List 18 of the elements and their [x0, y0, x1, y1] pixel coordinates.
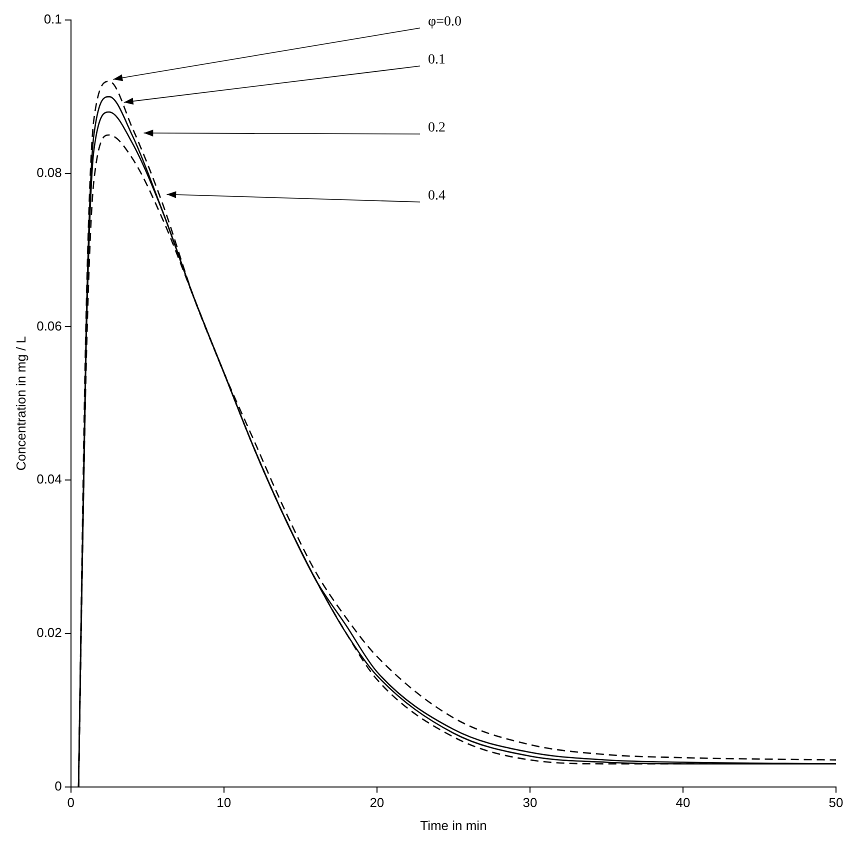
annotation: φ=0.0 [428, 14, 462, 30]
x-tick-label: 40 [676, 795, 690, 810]
x-tick-label: 20 [370, 795, 384, 810]
x-tick-label: 30 [522, 795, 538, 810]
annotation: 0.1 [428, 52, 446, 68]
x-tick-label: 50 [828, 795, 844, 810]
y-tick-label: 0.08 [36, 164, 62, 180]
y-tick-label: 0.06 [36, 318, 62, 334]
y-tick-label: 0.1 [44, 12, 62, 27]
y-tick-label: 0.04 [36, 472, 62, 487]
x-tick-label: 10 [216, 795, 232, 810]
y-axis-title: Concentration in mg / L [13, 336, 28, 471]
x-tick-label: 0 [67, 795, 75, 810]
y-tick-label: 0.02 [36, 625, 62, 640]
y-tick-label: 0 [54, 778, 62, 794]
annotation: 0.4 [428, 188, 446, 204]
x-axis-title: Time in min [420, 818, 487, 833]
annotation: 0.2 [428, 120, 446, 136]
